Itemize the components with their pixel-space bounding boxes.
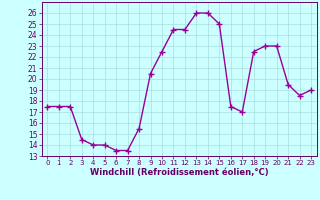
X-axis label: Windchill (Refroidissement éolien,°C): Windchill (Refroidissement éolien,°C) bbox=[90, 168, 268, 177]
